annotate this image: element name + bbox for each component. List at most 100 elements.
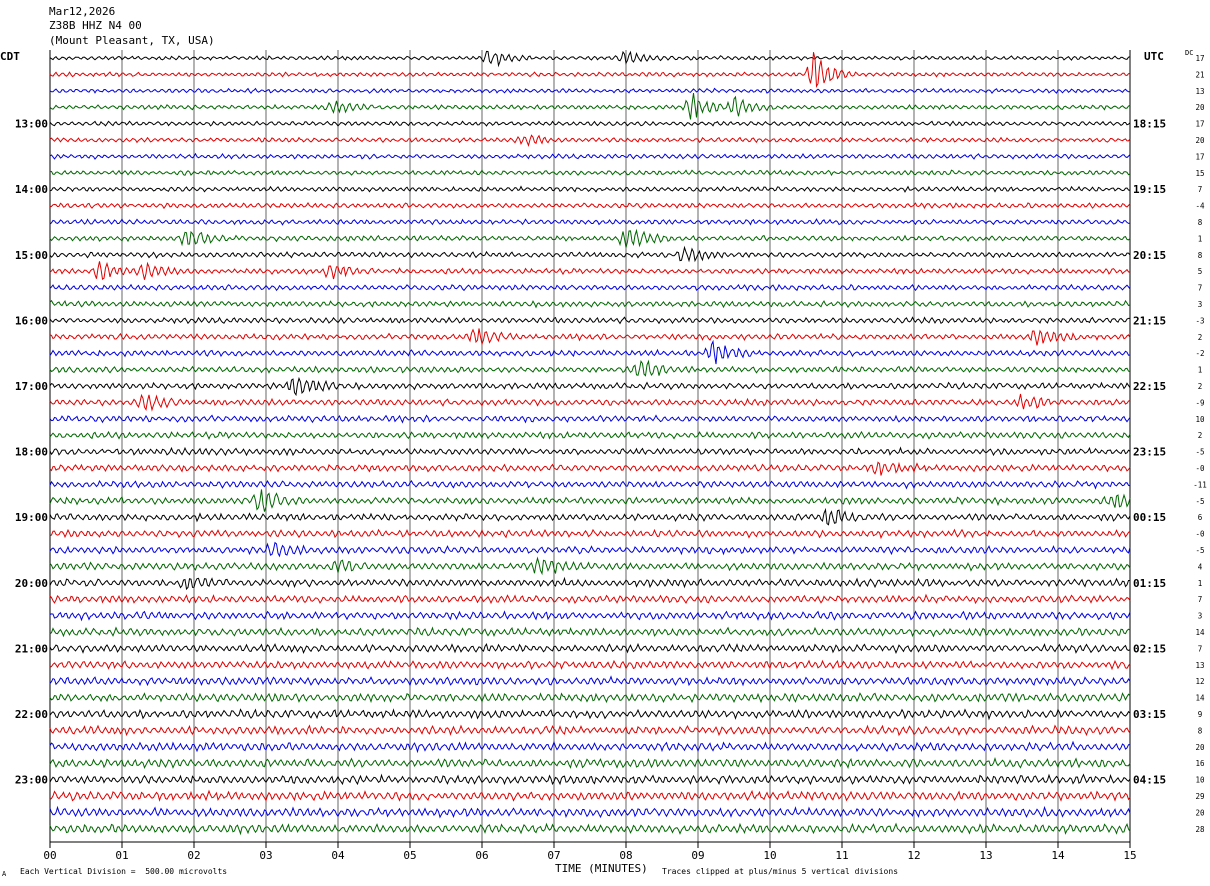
dc-offset-label: 2 [1198,382,1203,391]
dc-offset-label: -2 [1195,349,1204,358]
utc-time-label: 01:15 [1133,577,1166,590]
x-tick-label: 06 [475,849,488,862]
x-tick-label: 15 [1123,849,1136,862]
dc-offset-label: 8 [1198,251,1203,260]
dc-offset-label: 2 [1198,333,1203,342]
dc-offset-label: 7 [1198,595,1203,604]
seismic-trace [49,316,1130,325]
seismic-trace [49,393,1131,412]
dc-offset-label: -0 [1195,530,1205,539]
dc-offset-label: 17 [1195,54,1204,63]
x-tick-label: 01 [115,849,128,862]
x-tick-label: 09 [691,849,704,862]
seismic-trace [49,299,1131,309]
dc-offset-label: 1 [1198,234,1203,243]
seismic-trace [49,185,1131,193]
seismic-trace [49,626,1131,638]
dc-offset-label: -4 [1195,202,1205,211]
seismic-trace [49,659,1131,671]
corner-mark: A [2,870,7,878]
seismic-trace [49,446,1131,457]
seismic-trace [49,134,1131,147]
x-tick-label: 00 [43,849,56,862]
dc-offset-label: 29 [1195,792,1204,801]
dc-offset-label: 20 [1195,136,1205,145]
seismic-trace [49,430,1131,440]
seismic-trace [49,87,1131,95]
dc-offset-label: 15 [1195,169,1204,178]
seismic-trace [49,202,1131,210]
date-label: Mar12,2026 [49,5,116,18]
cdt-hour-label: 19:00 [15,511,48,524]
x-tick-label: 03 [259,849,272,862]
seismic-trace [49,479,1131,490]
dc-offset-label: 4 [1198,562,1203,571]
dc-offset-label: -0 [1195,464,1205,473]
dc-offset-label: -5 [1195,546,1204,555]
x-tick-label: 08 [619,849,632,862]
x-tick-label: 10 [763,849,776,862]
dc-offset-label: 28 [1195,825,1205,834]
seismic-trace [49,52,1131,89]
dc-offset-label: 7 [1198,185,1203,194]
dc-offset-label: 8 [1198,218,1203,227]
seismic-trace [49,50,1131,68]
dc-offset-label: 17 [1195,152,1204,161]
seismic-trace [49,789,1131,802]
seismic-trace [49,169,1131,177]
x-tick-label: 11 [835,849,848,862]
seismic-trace [49,414,1131,424]
dc-offset-label: 13 [1195,87,1204,96]
seismic-trace [49,245,1131,263]
seismic-trace [49,805,1131,819]
x-tick-label: 04 [331,849,345,862]
dc-offset-label: 17 [1195,120,1204,129]
dc-offset-label: 9 [1198,710,1203,719]
dc-offset-label: 14 [1195,628,1205,637]
x-tick-label: 07 [547,849,560,862]
seismic-trace [49,556,1131,576]
cdt-hour-label: 15:00 [15,249,48,262]
dc-offset-label: 14 [1195,694,1205,703]
utc-time-label: 19:15 [1133,183,1166,196]
dc-offset-label: 12 [1195,677,1204,686]
seismic-trace [49,93,1131,120]
clip-note: Traces clipped at plus/minus 5 vertical … [662,867,899,876]
utc-time-label: 22:15 [1133,380,1166,393]
dc-offset-label: 10 [1195,415,1205,424]
cdt-hour-label: 17:00 [15,380,48,393]
seismic-trace [49,507,1131,526]
seismic-trace [49,152,1131,160]
dc-offset-label: -5 [1195,448,1204,457]
dc-offset-label: -3 [1195,316,1204,325]
seismic-trace [49,724,1131,737]
seismic-trace [49,642,1131,654]
seismic-trace [49,328,1131,346]
x-tick-label: 05 [403,849,416,862]
scale-note: Each Vertical Division = 500.00 microvol… [20,867,228,876]
utc-time-label: 02:15 [1133,642,1166,655]
dc-offset-label: 7 [1198,284,1203,293]
dc-offset-label: -9 [1195,398,1204,407]
seismic-trace [49,461,1131,476]
dc-offset-label: 7 [1198,644,1203,653]
dc-offset-label: 10 [1195,776,1205,785]
x-tick-label: 12 [907,849,920,862]
seismic-trace [49,261,1131,281]
cdt-hour-label: 18:00 [15,446,48,459]
utc-time-label: 23:15 [1133,446,1166,459]
x-axis-title: TIME (MINUTES) [555,862,648,875]
cdt-hour-label: 13:00 [15,118,48,131]
seismic-trace [49,541,1131,558]
seismic-trace [49,593,1131,605]
dc-offset-label: 13 [1195,661,1204,670]
cdt-hour-label: 23:00 [15,774,48,787]
location-label: (Mount Pleasant, TX, USA) [49,34,215,47]
seismic-trace [49,610,1131,622]
dc-offset-label: 20 [1195,103,1205,112]
seismic-trace [49,692,1131,704]
seismic-trace [49,339,1131,365]
dc-axis-label: DC [1185,49,1194,57]
dc-offset-label: 1 [1198,579,1203,588]
